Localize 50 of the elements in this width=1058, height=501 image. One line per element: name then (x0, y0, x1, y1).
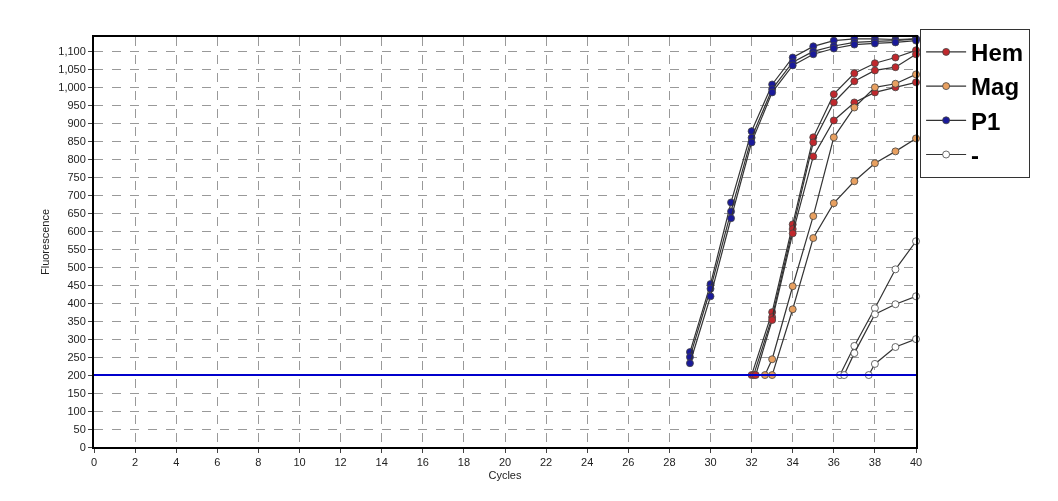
y-tick-label: 1,100 (58, 45, 86, 58)
x-tick-label: 2 (132, 456, 139, 469)
legend-label: - (971, 141, 980, 169)
x-tick-label: 24 (581, 456, 594, 469)
y-tick-label: 150 (67, 386, 86, 399)
x-tick-label: 10 (293, 456, 306, 469)
legend-label: P1 (971, 107, 1001, 135)
x-tick-label: 38 (868, 456, 882, 469)
y-tick-label: 900 (67, 117, 86, 130)
y-tick-label: 300 (67, 332, 86, 345)
legend-label: Hem (971, 39, 1024, 67)
y-tick-label: 200 (67, 368, 86, 381)
y-tick-label: 950 (67, 99, 86, 112)
x-tick-label: 4 (173, 456, 180, 469)
legend-label: Mag (971, 73, 1020, 101)
x-tick-label: 20 (498, 456, 512, 469)
y-tick-label: 550 (67, 243, 86, 256)
y-tick-label: 1,000 (58, 81, 86, 94)
x-tick-label: 36 (827, 456, 840, 469)
x-tick-label: 12 (334, 456, 347, 469)
x-tick-label: 16 (416, 456, 429, 469)
x-tick-label: 14 (375, 456, 388, 469)
x-tick-label: 6 (214, 456, 221, 469)
x-tick-label: 0 (90, 456, 98, 469)
y-tick-label: 800 (67, 153, 86, 166)
y-tick-label: 700 (67, 189, 86, 202)
y-tick-label: 250 (67, 350, 86, 363)
y-tick-label: 400 (67, 296, 86, 309)
x-tick-label: 40 (909, 456, 923, 469)
x-tick-label: 28 (663, 456, 676, 469)
x-tick-label: 34 (786, 456, 799, 469)
y-tick-label: 600 (67, 225, 86, 238)
x-tick-label: 26 (622, 456, 635, 469)
y-tick-label: 50 (73, 422, 86, 435)
y-tick-label: 450 (67, 279, 86, 292)
x-tick-label: 30 (704, 456, 717, 469)
y-tick-label: 350 (67, 314, 86, 327)
y-tick-label: 850 (67, 135, 86, 148)
y-tick-label: 0 (79, 440, 86, 453)
x-tick-label: 8 (255, 456, 262, 469)
x-axis-title: Cycles (488, 468, 522, 481)
y-axis-title: Fluorescence (39, 208, 52, 276)
y-tick-label: 1,050 (58, 63, 86, 76)
y-tick-label: 100 (67, 404, 86, 417)
x-tick-label: 32 (745, 456, 758, 469)
x-tick-label: 18 (457, 456, 471, 469)
y-tick-label: 500 (67, 261, 86, 274)
x-tick-label: 22 (539, 456, 553, 469)
y-tick-label: 650 (67, 207, 86, 220)
y-tick-label: 750 (67, 171, 86, 184)
